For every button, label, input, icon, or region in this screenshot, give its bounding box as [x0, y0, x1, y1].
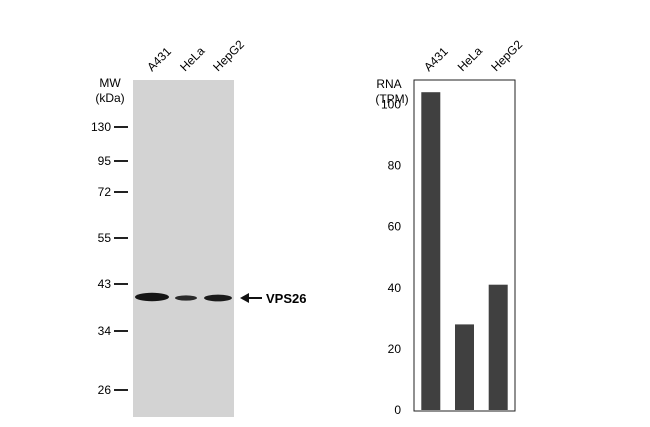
y-axis-ticks: 0 20 40 60 80 100 — [381, 97, 401, 417]
mw-label: MW — [99, 76, 121, 90]
y-tick-label: 0 — [394, 403, 401, 417]
arrow-left-icon — [240, 293, 262, 303]
band-hepg2 — [204, 294, 232, 302]
lane-label-hela: HeLa — [177, 44, 207, 74]
marker-label-55: 55 — [98, 231, 112, 245]
bars — [421, 92, 508, 410]
category-label: A431 — [421, 44, 451, 74]
bar — [455, 324, 474, 410]
lane-label-a431: A431 — [144, 44, 174, 74]
y-axis-label: RNA — [376, 77, 401, 91]
category-label: HepG2 — [488, 37, 525, 74]
marker-label-72: 72 — [98, 185, 112, 199]
category-label: HeLa — [455, 44, 485, 74]
bar — [488, 284, 508, 410]
y-tick-label: 80 — [388, 159, 402, 173]
marker-label-26: 26 — [98, 383, 112, 397]
marker-label-95: 95 — [98, 154, 112, 168]
marker-label-43: 43 — [98, 277, 112, 291]
kda-label: (kDa) — [95, 91, 124, 105]
category-labels: A431 HeLa HepG2 — [421, 37, 525, 74]
marker-label-34: 34 — [98, 324, 112, 338]
y-tick-label: 60 — [388, 220, 402, 234]
y-axis-unit-label: (TPM) — [375, 92, 408, 106]
lane-label-hepg2: HepG2 — [210, 37, 247, 74]
rna-bar-chart: RNA (TPM) 0 20 40 60 80 100 A431 HeLa HepG2 — [375, 37, 525, 417]
y-tick-label: 20 — [388, 342, 402, 356]
band-hela — [175, 295, 197, 301]
marker-label-130: 130 — [91, 120, 111, 134]
y-tick-label: 40 — [388, 281, 402, 295]
band-label-vps26: VPS26 — [266, 291, 306, 306]
band-a431 — [135, 292, 169, 302]
bar — [421, 92, 441, 410]
western-blot-panel: A431 HeLa HepG2 MW (kDa) 130 95 72 55 43… — [91, 37, 306, 417]
blot-membrane — [133, 80, 234, 417]
y-tick-label: 100 — [381, 97, 401, 111]
